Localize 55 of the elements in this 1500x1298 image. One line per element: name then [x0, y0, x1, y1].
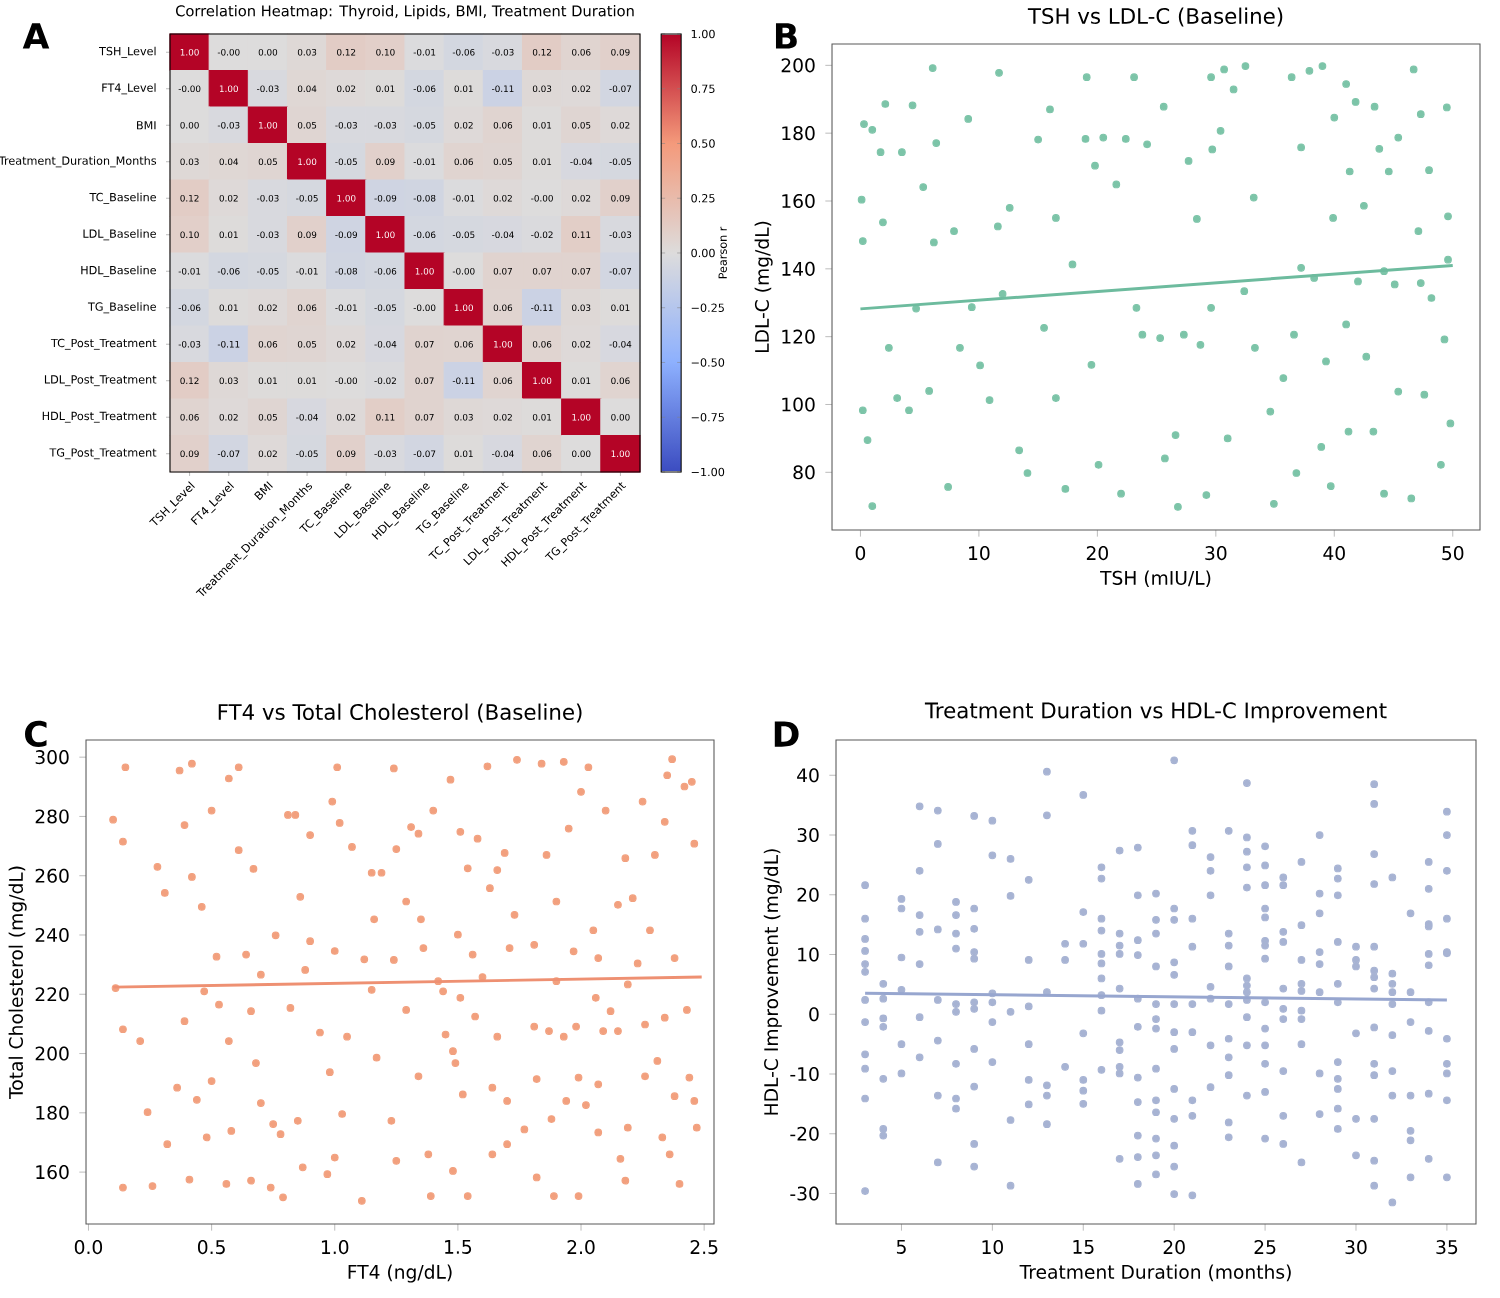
y-tick-label: 160: [36, 1165, 69, 1180]
y-tick-label: -20: [790, 1126, 819, 1141]
y-axis-title: LDL-C (mg/dL): [754, 221, 773, 352]
y-axis-title: HDL-C Improvement (mg/dL): [763, 849, 782, 1115]
y-tick-label: 300: [35, 750, 69, 765]
x-tick-label: 0: [855, 546, 866, 561]
y-axis-title: Total Cholesterol (mg/dL): [8, 866, 27, 1099]
x-tick-label: 0.5: [197, 1240, 225, 1255]
y-tick-label: 80: [793, 465, 815, 480]
y-tick-label: 120: [782, 329, 815, 344]
chart-title: FT4 vs Total Cholesterol (Baseline): [218, 703, 582, 723]
y-tick-label: 160: [782, 193, 815, 209]
x-tick-label: 2.0: [567, 1240, 595, 1255]
y-tick-label: -30: [790, 1186, 819, 1201]
x-tick-label: 10: [982, 1240, 1003, 1255]
x-tick-label: 30: [1205, 546, 1227, 561]
chart-title: Treatment Duration vs HDL-C Improvement: [924, 701, 1387, 723]
x-tick-label: 40: [1323, 546, 1345, 561]
x-tick-label: 30: [1345, 1240, 1367, 1255]
y-tick-label: 200: [781, 58, 815, 73]
x-tick-label: 20: [1163, 1240, 1185, 1255]
text: D: [774, 721, 799, 747]
y-tick-label: 20: [797, 887, 819, 902]
y-tick-label: 0: [809, 1007, 819, 1022]
y-tick-label: 100: [782, 397, 815, 412]
y-tick-label: 240: [35, 927, 69, 943]
text: C: [25, 720, 47, 748]
y-tick-label: 30: [797, 827, 819, 843]
x-tick-label: 0.0: [74, 1240, 103, 1255]
x-tick-label: 2.5: [690, 1240, 718, 1255]
y-tick-label: 260: [35, 868, 69, 883]
y-tick-label: 140: [782, 261, 815, 276]
x-tick-label: 35: [1436, 1240, 1458, 1255]
x-tick-label: 20: [1086, 546, 1108, 561]
text: B: [775, 23, 797, 49]
x-tick-label: 25: [1254, 1240, 1276, 1255]
text: A: [22, 23, 50, 49]
y-tick-label: 200: [35, 1046, 69, 1061]
chart-title: TSH vs LDL-C (Baseline): [1027, 7, 1283, 27]
y-tick-label: 180: [36, 1105, 69, 1120]
y-tick-label: 220: [35, 987, 69, 1002]
x-axis-title: TSH (mIU/L): [1100, 570, 1211, 588]
x-tick-label: 50: [1442, 546, 1464, 561]
x-tick-label: 1.5: [445, 1240, 472, 1254]
x-tick-label: 15: [1073, 1240, 1094, 1254]
y-tick-label: 10: [798, 947, 819, 962]
y-tick-label: 180: [782, 126, 815, 141]
y-tick-label: 280: [35, 809, 69, 824]
x-tick-label: 5: [896, 1240, 906, 1254]
x-axis-title: FT4 (ng/dL): [348, 1264, 452, 1283]
x-axis-title: Treatment Duration (months): [1019, 1264, 1291, 1282]
x-tick-label: 1.0: [321, 1240, 349, 1255]
y-tick-label: -10: [790, 1066, 819, 1082]
x-tick-label: 10: [969, 546, 990, 561]
y-tick-label: 40: [797, 768, 819, 783]
